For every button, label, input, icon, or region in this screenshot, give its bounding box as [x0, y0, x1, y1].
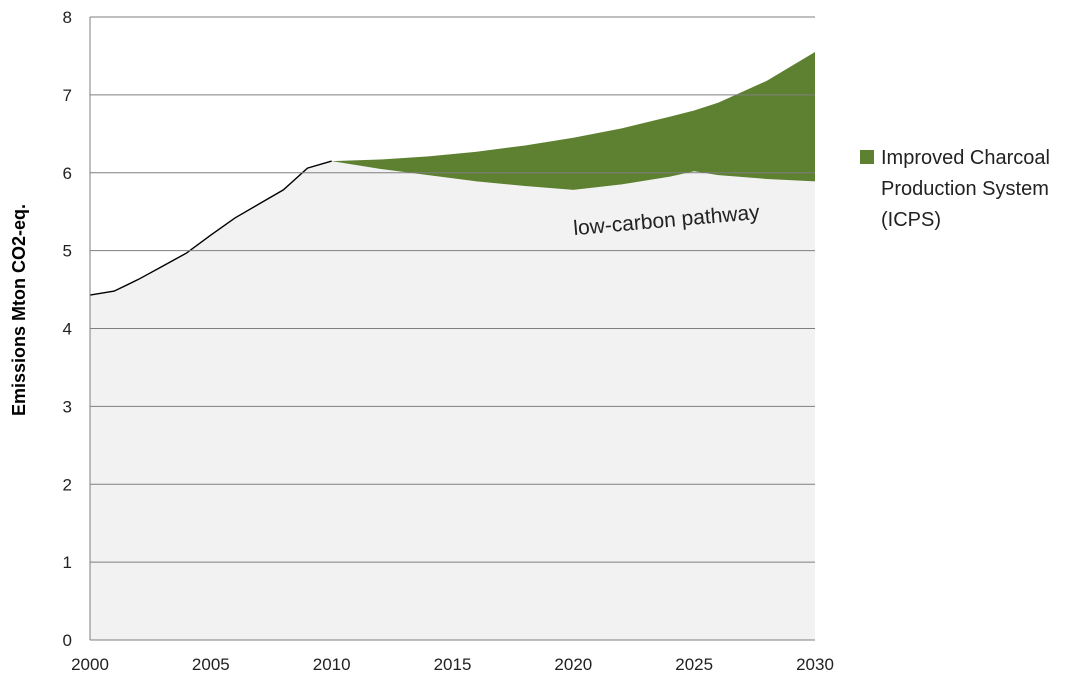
y-tick-0: 0: [63, 631, 72, 650]
x-tick-2005: 2005: [192, 655, 230, 674]
legend-swatch-icps: [860, 150, 874, 164]
legend: Improved Charcoal Production System (ICPS): [860, 147, 1050, 231]
legend-label-line-2: Production System: [881, 178, 1049, 200]
x-tick-2000: 2000: [71, 655, 109, 674]
y-tick-3: 3: [63, 397, 72, 416]
legend-label-line-1: Improved Charcoal: [881, 147, 1050, 169]
x-tick-2020: 2020: [554, 655, 592, 674]
y-tick-labels: 0 1 2 3 4 5 6 7 8: [63, 8, 72, 650]
y-tick-5: 5: [63, 242, 72, 261]
x-tick-2025: 2025: [675, 655, 713, 674]
x-tick-2030: 2030: [796, 655, 834, 674]
x-tick-labels: 2000 2005 2010 2015 2020 2025 2030: [71, 655, 834, 674]
y-tick-8: 8: [63, 8, 72, 27]
x-tick-2010: 2010: [313, 655, 351, 674]
x-tick-2015: 2015: [434, 655, 472, 674]
y-tick-7: 7: [63, 86, 72, 105]
y-axis-label: Emissions Mton CO2-eq.: [9, 204, 29, 416]
y-tick-1: 1: [63, 553, 72, 572]
y-tick-2: 2: [63, 475, 72, 494]
y-tick-4: 4: [63, 320, 72, 339]
legend-label-line-3: (ICPS): [881, 209, 941, 231]
y-tick-6: 6: [63, 164, 72, 183]
